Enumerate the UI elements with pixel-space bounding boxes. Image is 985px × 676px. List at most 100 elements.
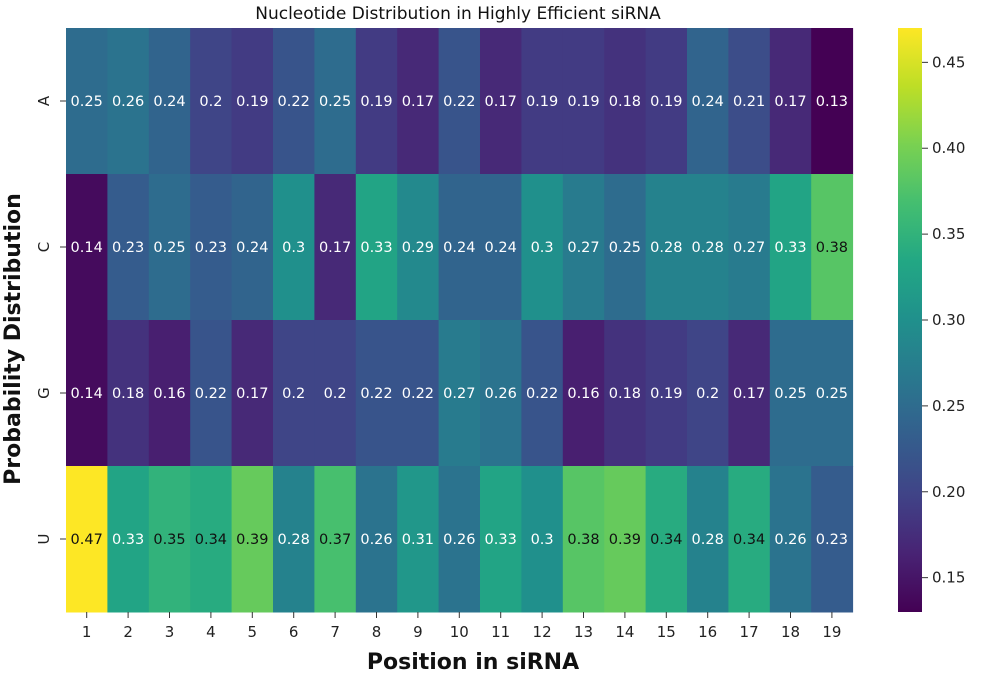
cell-value-label: 0.24 <box>236 240 268 256</box>
heatmap-cell <box>769 28 812 175</box>
heatmap-cell <box>397 466 440 613</box>
heatmap-cell <box>480 28 522 175</box>
heatmap-cell <box>231 466 274 613</box>
heatmap-cell <box>107 320 150 467</box>
cell-value-label: 0.26 <box>443 532 475 548</box>
colorbar-ticks: 0.15 0.20 0.25 0.30 0.35 0.40 0.45 <box>922 53 965 587</box>
heatmap-cell <box>811 174 854 321</box>
heatmap-cell <box>604 174 647 321</box>
cell-value-label: 0.18 <box>609 94 641 110</box>
cell-value-label: 0.47 <box>71 532 103 548</box>
cell-value-label: 0.26 <box>112 94 144 110</box>
x-tick-label: 17 <box>740 623 759 641</box>
cell-value-label: 0.3 <box>531 532 554 548</box>
heatmap-cell <box>438 28 481 175</box>
heatmap-cell <box>687 28 729 175</box>
cell-value-label: 0.27 <box>733 240 765 256</box>
x-tick-label: 9 <box>413 623 423 641</box>
cell-value-label: 0.28 <box>650 240 682 256</box>
colorbar-tick-label: 0.25 <box>932 397 965 415</box>
cell-value-label: 0.17 <box>774 94 806 110</box>
x-tick-label: 10 <box>450 623 469 641</box>
heatmap-cell <box>521 320 564 467</box>
heatmap-cell <box>687 320 729 467</box>
cell-value-label: 0.33 <box>485 532 517 548</box>
heatmap-cell <box>355 28 398 175</box>
heatmap-cell <box>604 320 647 467</box>
cell-value-label: 0.3 <box>531 240 554 256</box>
heatmap-cell <box>562 28 605 175</box>
cell-value-label: 0.37 <box>319 532 351 548</box>
cell-value-label: 0.34 <box>195 532 227 548</box>
colorbar-tick-label: 0.15 <box>932 569 965 587</box>
cell-value-label: 0.28 <box>278 532 310 548</box>
cell-value-label: 0.17 <box>319 240 351 256</box>
x-axis-label: Position in siRNA <box>367 650 579 675</box>
cell-value-label: 0.2 <box>324 386 347 402</box>
colorbar-tick-label: 0.45 <box>932 53 965 71</box>
heatmap-cell <box>480 174 522 321</box>
heatmap-cell <box>521 174 564 321</box>
heatmap-cell <box>604 28 647 175</box>
cell-value-label: 0.19 <box>567 94 599 110</box>
cell-value-label: 0.25 <box>71 94 103 110</box>
cell-value-label: 0.14 <box>71 386 103 402</box>
x-tick-label: 4 <box>206 623 216 641</box>
cell-value-label: 0.2 <box>282 386 305 402</box>
cell-value-label: 0.25 <box>609 240 641 256</box>
cell-value-label: 0.34 <box>650 532 682 548</box>
x-tick-label: 13 <box>574 623 593 641</box>
cell-value-label: 0.25 <box>816 386 848 402</box>
heatmap-cell <box>148 466 191 613</box>
heatmap-cell <box>190 28 233 175</box>
cell-value-label: 0.22 <box>278 94 310 110</box>
cell-value-label: 0.35 <box>153 532 185 548</box>
heatmap-cell <box>355 320 398 467</box>
heatmap-cell <box>355 466 398 613</box>
heatmap-cell <box>148 28 191 175</box>
heatmap-cell <box>231 28 274 175</box>
heatmap-cell <box>562 320 605 467</box>
heatmap-cell <box>769 174 812 321</box>
x-tick-label: 12 <box>533 623 552 641</box>
heatmap-cell <box>645 466 688 613</box>
heatmap-cell <box>438 320 481 467</box>
x-tick-label: 1 <box>82 623 92 641</box>
cell-value-label: 0.22 <box>526 386 558 402</box>
colorbar-tick-label: 0.40 <box>932 139 965 157</box>
cell-value-label: 0.19 <box>650 94 682 110</box>
heatmap-cell <box>66 174 108 321</box>
heatmap-cell <box>811 466 854 613</box>
heatmap-cell <box>355 174 398 321</box>
cell-value-label: 0.31 <box>402 532 434 548</box>
cell-value-label: 0.21 <box>733 94 765 110</box>
cell-value-label: 0.33 <box>112 532 144 548</box>
chart-title: Nucleotide Distribution in Highly Effici… <box>255 4 661 24</box>
cell-value-label: 0.2 <box>696 386 719 402</box>
cell-value-label: 0.24 <box>443 240 475 256</box>
x-tick-label: 19 <box>822 623 841 641</box>
x-tick-label: 3 <box>165 623 175 641</box>
heatmap-cell <box>728 174 771 321</box>
heatmap-cell <box>314 174 357 321</box>
heatmap-cell <box>231 174 274 321</box>
colorbar-tick-label: 0.20 <box>932 483 965 501</box>
heatmap-cell <box>480 320 522 467</box>
heatmap-cell <box>190 466 233 613</box>
cell-value-label: 0.16 <box>567 386 599 402</box>
x-tick-label: 15 <box>657 623 676 641</box>
cell-value-label: 0.17 <box>402 94 434 110</box>
heatmap-cell <box>66 28 108 175</box>
heatmap-cell <box>728 320 771 467</box>
cell-value-label: 0.38 <box>816 240 848 256</box>
cell-value-label: 0.24 <box>485 240 517 256</box>
x-tick-label: 18 <box>781 623 800 641</box>
cell-value-label: 0.39 <box>236 532 268 548</box>
heatmap-cell <box>148 174 191 321</box>
heatmap-cell <box>438 174 481 321</box>
cell-value-label: 0.26 <box>360 532 392 548</box>
cell-value-label: 0.22 <box>443 94 475 110</box>
heatmap-cell <box>273 28 315 175</box>
heatmap-cell <box>811 28 854 175</box>
y-tick-label: G <box>35 387 53 399</box>
